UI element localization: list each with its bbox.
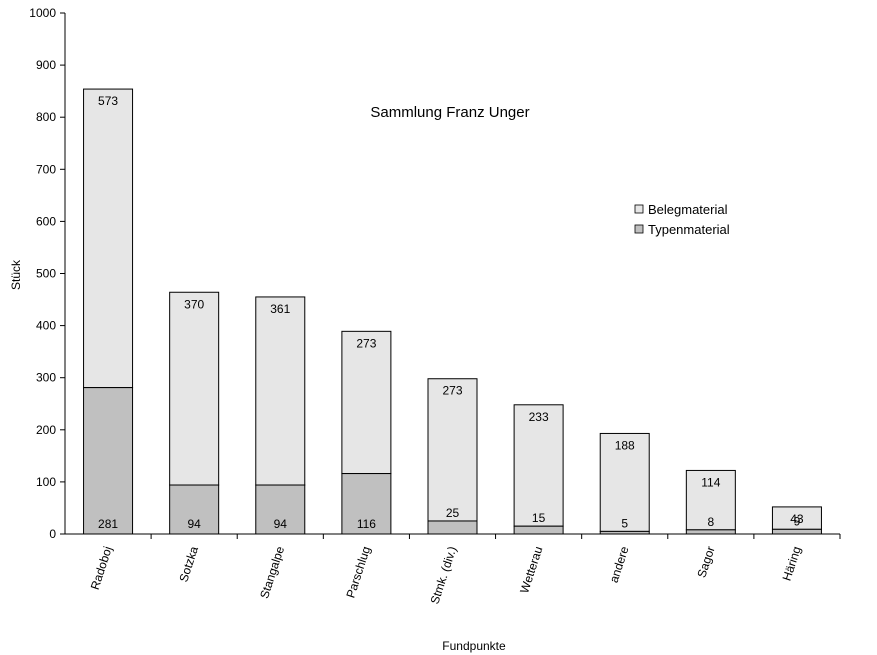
category-labels: Radoboj Sotzka Stangalpe Parschlug Stmk. (di… bbox=[88, 544, 804, 605]
category-label: Stmk. (div.) bbox=[428, 545, 460, 606]
bar-typenmaterial bbox=[685, 529, 736, 535]
data-label-belegmaterial: 361 bbox=[270, 302, 290, 316]
data-label-belegmaterial: 273 bbox=[356, 336, 376, 350]
category-label: Parschlug bbox=[343, 545, 373, 600]
legend-label-belegmaterial: Belegmaterial bbox=[648, 202, 728, 217]
y-tick-label: 500 bbox=[36, 267, 56, 281]
data-label-typenmaterial: 9 bbox=[794, 514, 801, 528]
category-label: Wetterau bbox=[517, 545, 545, 595]
legend: Belegmaterial Typenmaterial bbox=[634, 202, 730, 237]
y-tick-label: 1000 bbox=[29, 6, 56, 20]
bar-typenmaterial bbox=[341, 473, 392, 535]
data-label-belegmaterial: 114 bbox=[701, 475, 720, 489]
bar-belegmaterial bbox=[513, 404, 564, 527]
bar-belegmaterial bbox=[341, 330, 392, 475]
category-label: Häring bbox=[780, 545, 804, 583]
data-label-belegmaterial: 233 bbox=[529, 410, 549, 424]
data-label-typenmaterial: 15 bbox=[532, 511, 546, 525]
legend-swatch-typenmaterial bbox=[634, 224, 644, 234]
bar-typenmaterial bbox=[513, 525, 564, 535]
data-label-belegmaterial: 573 bbox=[98, 94, 118, 108]
bar-typenmaterial bbox=[255, 484, 306, 535]
legend-label-typenmaterial: Typenmaterial bbox=[648, 222, 730, 237]
bar-typenmaterial bbox=[427, 520, 478, 535]
y-tick-label: 800 bbox=[36, 110, 56, 124]
data-label-typenmaterial: 5 bbox=[621, 516, 628, 530]
category-label: andere bbox=[607, 544, 632, 584]
chart-title: Sammlung Franz Unger bbox=[370, 104, 529, 121]
y-axis-ticks: 0 100 200 300 400 500 600 700 800 900 1000 bbox=[29, 6, 65, 541]
bar-belegmaterial bbox=[83, 88, 134, 389]
bar-typenmaterial bbox=[169, 484, 220, 535]
y-tick-label: 300 bbox=[36, 371, 56, 385]
data-label-belegmaterial: 273 bbox=[442, 384, 462, 398]
category-label: Sagor bbox=[694, 545, 717, 580]
y-tick-label: 700 bbox=[36, 162, 56, 176]
bar-belegmaterial bbox=[685, 469, 736, 531]
y-tick-label: 900 bbox=[36, 58, 56, 72]
category-label: Sotzka bbox=[176, 544, 201, 584]
category-label: Radoboj bbox=[88, 545, 115, 592]
y-axis-title: Stück bbox=[9, 259, 23, 290]
y-tick-label: 200 bbox=[36, 423, 56, 437]
data-label-typenmaterial: 94 bbox=[187, 517, 201, 531]
data-label-belegmaterial: 188 bbox=[615, 438, 635, 452]
y-tick-label: 100 bbox=[36, 475, 56, 489]
legend-swatch-belegmaterial bbox=[634, 204, 644, 214]
bar-typenmaterial bbox=[83, 387, 134, 535]
y-tick-label: 0 bbox=[49, 527, 56, 541]
bar-belegmaterial bbox=[255, 296, 306, 486]
bar-typenmaterial bbox=[771, 528, 822, 535]
data-label-typenmaterial: 25 bbox=[446, 506, 460, 520]
category-label: Stangalpe bbox=[257, 544, 287, 600]
data-label-typenmaterial: 8 bbox=[707, 515, 714, 529]
bar-belegmaterial bbox=[169, 291, 220, 486]
data-label-belegmaterial: 43 bbox=[790, 512, 804, 526]
data-label-belegmaterial: 370 bbox=[184, 297, 204, 311]
data-label-typenmaterial: 116 bbox=[357, 517, 376, 531]
bar-belegmaterial bbox=[427, 378, 478, 522]
bars: 573 281 370 94 361 94 273 116 273 25 233 15 188 5 114 8… bbox=[83, 88, 841, 539]
data-label-typenmaterial: 281 bbox=[98, 517, 118, 531]
x-axis-title: Fundpunkte bbox=[442, 639, 506, 653]
bar-belegmaterial bbox=[599, 432, 650, 532]
y-tick-label: 600 bbox=[36, 214, 56, 228]
y-tick-label: 400 bbox=[36, 319, 56, 333]
data-label-typenmaterial: 94 bbox=[274, 517, 288, 531]
